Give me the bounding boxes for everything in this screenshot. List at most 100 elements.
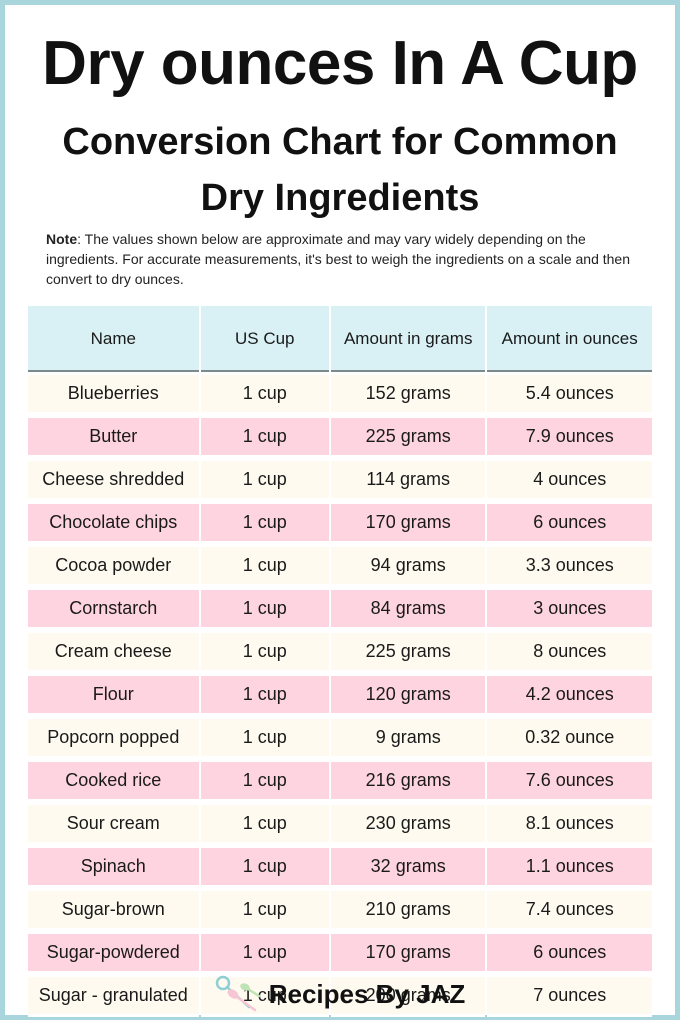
cell-ounces: 1.1 ounces [487,848,652,888]
page-subtitle: Conversion Chart for Common Dry Ingredie… [20,114,660,226]
cell-ounces: 7 ounces [487,977,652,1017]
cell-grams: 120 grams [330,676,486,716]
cell-us-cup: 1 cup [200,633,329,673]
cell-ounces: 8.1 ounces [487,805,652,845]
cell-grams: 170 grams [330,934,486,974]
cell-us-cup: 1 cup [200,461,329,501]
cell-name: Cooked rice [28,762,199,802]
row-spacer-cell [28,802,652,805]
row-spacer [28,974,652,977]
table-body: Blueberries 1 cup 152 grams 5.4 ounces Butte… [28,372,652,1017]
cell-ounces: 7.4 ounces [487,891,652,931]
cell-ounces: 8 ounces [487,633,652,673]
note-text: : The values shown below are approximate… [46,231,631,287]
cell-grams: 216 grams [330,762,486,802]
row-spacer [28,888,652,891]
row-spacer [28,544,652,547]
cell-grams: 9 grams [330,719,486,759]
measuring-spoons-icon [215,975,260,1012]
cell-name: Sour cream [28,805,199,845]
cell-name: Sugar-powdered [28,934,199,974]
row-spacer-cell [28,372,652,375]
table-row: Butter 1 cup 225 grams 7.9 ounces [28,418,652,458]
cell-name: Cream cheese [28,633,199,673]
cell-us-cup: 1 cup [200,547,329,587]
cell-name: Butter [28,418,199,458]
cell-grams: 230 grams [330,805,486,845]
cell-grams: 152 grams [330,375,486,415]
footer: Recipes By JAZ [0,972,680,1016]
row-spacer [28,716,652,719]
brand-name: Recipes By JAZ [268,978,466,1009]
header-us-cup: US Cup [200,306,329,372]
row-spacer [28,931,652,934]
row-spacer-cell [28,544,652,547]
cell-us-cup: 1 cup [200,418,329,458]
table-row: Cornstarch 1 cup 84 grams 3 ounces [28,590,652,630]
table-row: Chocolate chips 1 cup 170 grams 6 ounces [28,504,652,544]
header-name: Name [28,306,199,372]
cell-name: Cornstarch [28,590,199,630]
table-row: Sugar-brown 1 cup 210 grams 7.4 ounces [28,891,652,931]
table-row: Cream cheese 1 cup 225 grams 8 ounces [28,633,652,673]
cell-ounces: 4 ounces [487,461,652,501]
cell-grams: 225 grams [330,633,486,673]
row-spacer-cell [28,888,652,891]
cell-grams: 84 grams [330,590,486,630]
row-spacer [28,458,652,461]
cell-grams: 200 grams [330,977,486,1017]
cell-us-cup: 1 cup [200,676,329,716]
cell-us-cup: 1 cup [200,375,329,415]
cell-ounces: 7.6 ounces [487,762,652,802]
table-row: Blueberries 1 cup 152 grams 5.4 ounces [28,375,652,415]
cell-name: Flour [28,676,199,716]
row-spacer [28,845,652,848]
cell-us-cup: 1 cup [200,934,329,974]
row-spacer-cell [28,458,652,461]
cell-ounces: 3.3 ounces [487,547,652,587]
row-spacer-cell [28,587,652,590]
row-spacer [28,802,652,805]
row-spacer-cell [28,931,652,934]
row-spacer [28,501,652,504]
row-spacer [28,372,652,375]
row-spacer-cell [28,974,652,977]
table-row: Spinach 1 cup 32 grams 1.1 ounces [28,848,652,888]
cell-us-cup: 1 cup [200,590,329,630]
table-row: Popcorn popped 1 cup 9 grams 0.32 ounce [28,719,652,759]
cell-us-cup: 1 cup [200,848,329,888]
row-spacer-cell [28,845,652,848]
row-spacer [28,587,652,590]
header-ounces: Amount in ounces [487,306,652,372]
header-grams: Amount in grams [330,306,486,372]
cell-us-cup: 1 cup [200,719,329,759]
cell-ounces: 6 ounces [487,504,652,544]
row-spacer [28,630,652,633]
cell-name: Blueberries [28,375,199,415]
cell-grams: 94 grams [330,547,486,587]
table-row: Cooked rice 1 cup 216 grams 7.6 ounces [28,762,652,802]
cell-ounces: 3 ounces [487,590,652,630]
row-spacer-cell [28,759,652,762]
cell-grams: 170 grams [330,504,486,544]
cell-grams: 210 grams [330,891,486,931]
note-paragraph: Note: The values shown below are approxi… [46,229,636,289]
row-spacer-cell [28,630,652,633]
table-row: Cocoa powder 1 cup 94 grams 3.3 ounces [28,547,652,587]
cell-name: Spinach [28,848,199,888]
row-spacer-cell [28,673,652,676]
cell-grams: 114 grams [330,461,486,501]
cell-ounces: 0.32 ounce [487,719,652,759]
table-row: Sour cream 1 cup 230 grams 8.1 ounces [28,805,652,845]
cell-grams: 32 grams [330,848,486,888]
conversion-table: Name US Cup Amount in grams Amount in ou… [26,306,654,1017]
note-label: Note [46,231,78,247]
row-spacer-cell [28,415,652,418]
cell-us-cup: 1 cup [200,762,329,802]
cell-us-cup: 1 cup [200,977,329,1017]
subtitle-line-2: Dry Ingredients [200,177,480,219]
row-spacer-cell [28,501,652,504]
table-row: Sugar-powdered 1 cup 170 grams 6 ounces [28,934,652,974]
cell-name: Cocoa powder [28,547,199,587]
